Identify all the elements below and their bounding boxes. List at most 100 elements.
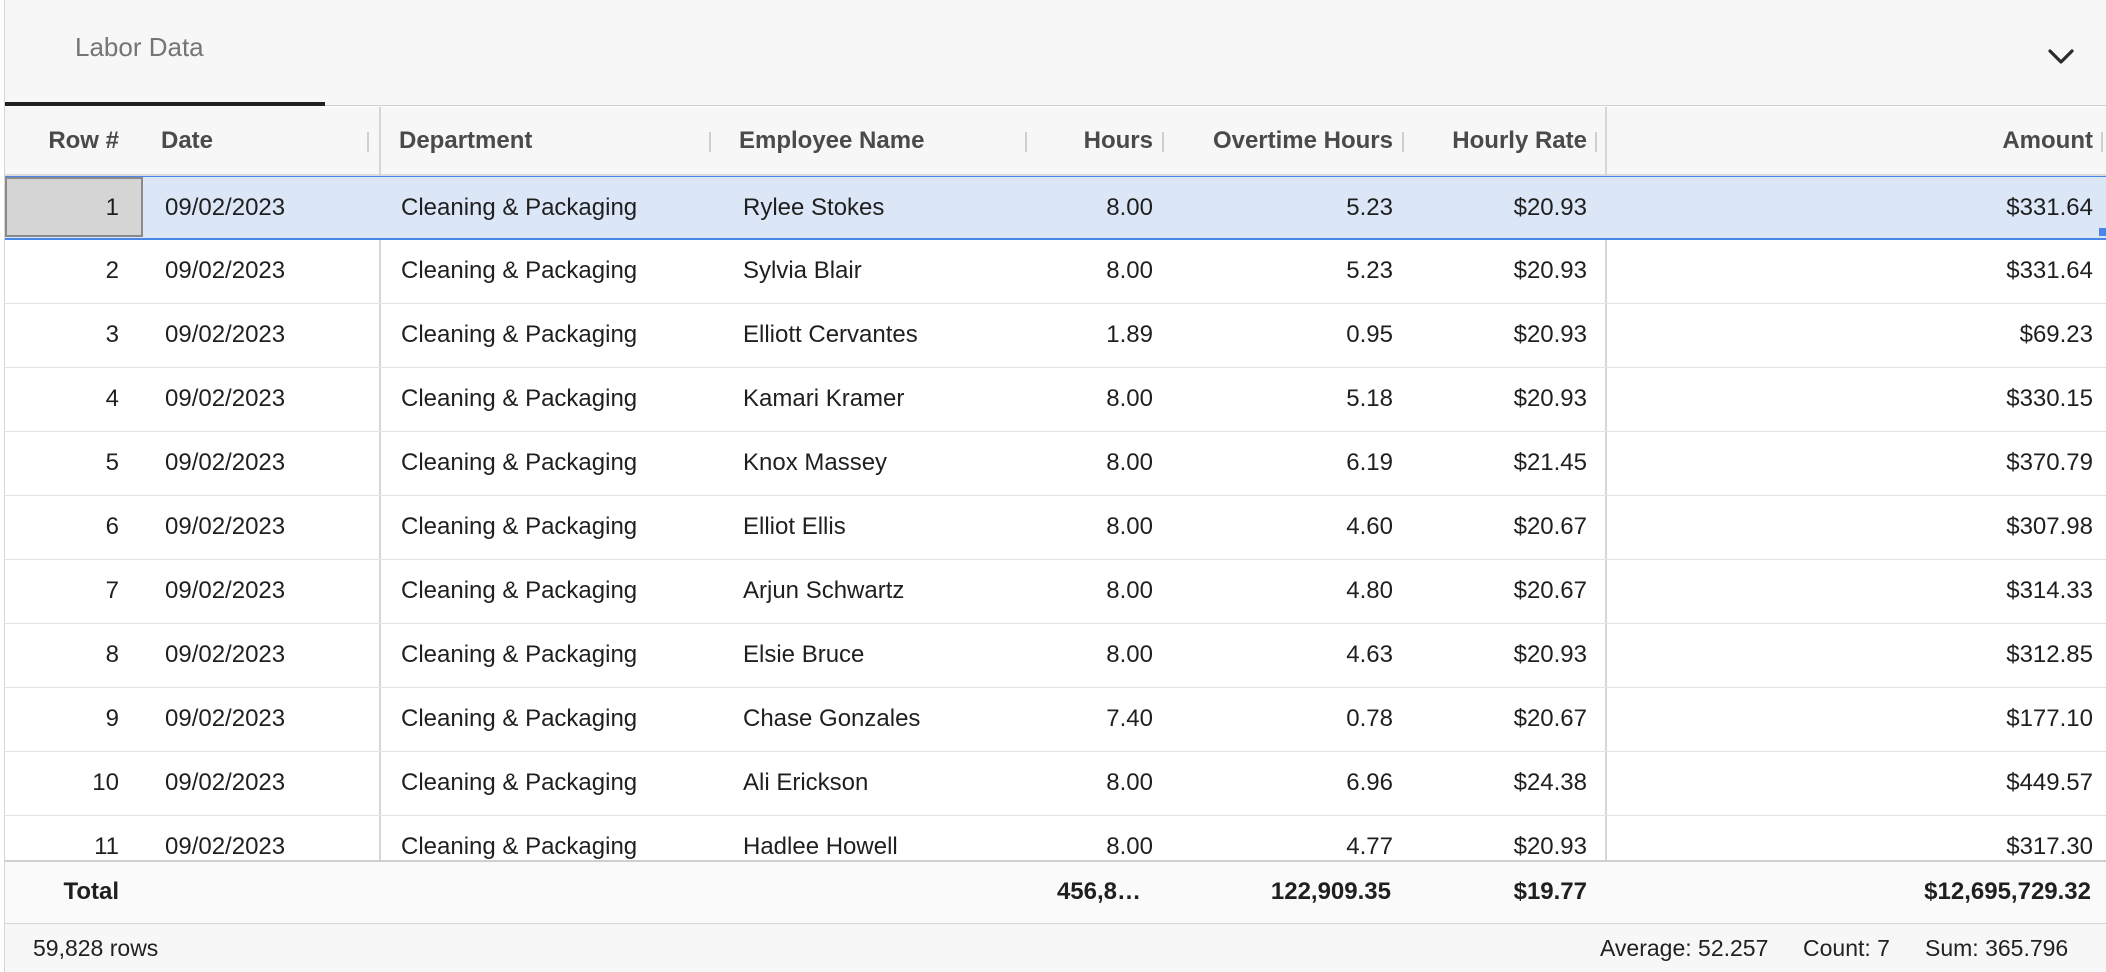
column-header-overtime-hours[interactable]: Overtime Hours (1212, 127, 1393, 154)
employee-name-cell[interactable]: Knox Massey (743, 449, 888, 476)
date-cell[interactable]: 09/02/2023 (165, 513, 286, 540)
column-header-hourly-rate[interactable]: Hourly Rate (1452, 127, 1587, 154)
column-header-hours[interactable]: Hours (1083, 127, 1153, 154)
department-cell[interactable]: Cleaning & Packaging (401, 641, 638, 668)
employee-name-cell[interactable]: Sylvia Blair (743, 257, 862, 284)
hourly-rate-cell[interactable]: $21.45 (1513, 449, 1587, 476)
table-row[interactable]: 11 09/02/2023 Cleaning & Packaging Hadlee H… (5, 816, 2106, 860)
row-number-cell[interactable]: 2 (105, 257, 119, 284)
row-number-cell[interactable]: 3 (105, 321, 119, 348)
employee-name-cell[interactable]: Elliott Cervantes (743, 321, 918, 348)
date-cell[interactable]: 09/02/2023 (165, 194, 286, 221)
amount-cell[interactable]: $69.23 (2019, 321, 2093, 348)
employee-name-cell[interactable]: Elsie Bruce (743, 641, 865, 668)
hours-cell[interactable]: 8.00 (1106, 385, 1153, 412)
column-resize-handle[interactable] (709, 132, 711, 152)
employee-name-cell[interactable]: Elliot Ellis (743, 513, 846, 540)
hourly-rate-cell[interactable]: $24.38 (1513, 769, 1587, 796)
row-number-cell[interactable]: 5 (105, 449, 119, 476)
column-resize-handle[interactable] (1162, 132, 1164, 152)
row-number-cell[interactable]: 11 (94, 833, 119, 860)
column-resize-handle[interactable] (2101, 132, 2103, 152)
column-header-amount[interactable]: Amount (2002, 127, 2093, 154)
overtime-hours-cell[interactable]: 4.60 (1346, 513, 1393, 540)
fill-handle[interactable] (2099, 228, 2106, 236)
hours-cell[interactable]: 8.00 (1106, 641, 1153, 668)
department-cell[interactable]: Cleaning & Packaging (401, 321, 638, 348)
table-row[interactable]: 5 09/02/2023 Cleaning & Packaging Knox Mass… (5, 432, 2106, 496)
table-row[interactable]: 1 09/02/2023 Cleaning & Packaging Rylee Sto… (5, 176, 2106, 240)
hourly-rate-cell[interactable]: $20.93 (1513, 641, 1587, 668)
amount-cell[interactable]: $449.57 (2006, 769, 2093, 796)
column-resize-handle[interactable] (1025, 132, 1027, 152)
collapse-button[interactable] (2041, 36, 2081, 76)
table-row[interactable]: 9 09/02/2023 Cleaning & Packaging Chase Gon… (5, 688, 2106, 752)
employee-name-cell[interactable]: Chase Gonzales (743, 705, 921, 732)
amount-cell[interactable]: $331.64 (2006, 194, 2093, 221)
amount-cell[interactable]: $370.79 (2006, 449, 2093, 476)
hours-cell[interactable]: 8.00 (1106, 257, 1153, 284)
hourly-rate-cell[interactable]: $20.93 (1513, 194, 1587, 221)
overtime-hours-cell[interactable]: 0.95 (1346, 321, 1393, 348)
overtime-hours-cell[interactable]: 0.78 (1346, 705, 1393, 732)
hours-cell[interactable]: 8.00 (1106, 833, 1153, 860)
date-cell[interactable]: 09/02/2023 (165, 705, 286, 732)
employee-name-cell[interactable]: Ali Erickson (743, 769, 869, 796)
department-cell[interactable]: Cleaning & Packaging (401, 577, 638, 604)
hours-cell[interactable]: 8.00 (1106, 449, 1153, 476)
date-cell[interactable]: 09/02/2023 (165, 641, 286, 668)
overtime-hours-cell[interactable]: 5.23 (1346, 257, 1393, 284)
hours-cell[interactable]: 8.00 (1106, 194, 1153, 221)
row-number-cell[interactable]: 4 (105, 385, 119, 412)
column-resize-handle[interactable] (367, 132, 369, 152)
hourly-rate-cell[interactable]: $20.93 (1513, 321, 1587, 348)
hourly-rate-cell[interactable]: $20.93 (1513, 257, 1587, 284)
date-cell[interactable]: 09/02/2023 (165, 385, 286, 412)
hourly-rate-cell[interactable]: $20.93 (1513, 833, 1587, 860)
date-cell[interactable]: 09/02/2023 (165, 449, 286, 476)
date-cell[interactable]: 09/02/2023 (165, 321, 286, 348)
hourly-rate-cell[interactable]: $20.67 (1513, 705, 1587, 732)
table-row[interactable]: 3 09/02/2023 Cleaning & Packaging Elliott C… (5, 304, 2106, 368)
row-number-cell[interactable]: 7 (105, 577, 119, 604)
department-cell[interactable]: Cleaning & Packaging (401, 769, 638, 796)
employee-name-cell[interactable]: Hadlee Howell (743, 833, 898, 860)
row-number-cell[interactable]: 9 (105, 705, 119, 732)
department-cell[interactable]: Cleaning & Packaging (401, 513, 638, 540)
department-cell[interactable]: Cleaning & Packaging (401, 257, 638, 284)
overtime-hours-cell[interactable]: 4.80 (1346, 577, 1393, 604)
table-row[interactable]: 2 09/02/2023 Cleaning & Packaging Sylvia Bl… (5, 240, 2106, 304)
hourly-rate-cell[interactable]: $20.67 (1513, 513, 1587, 540)
amount-cell[interactable]: $307.98 (2006, 513, 2093, 540)
department-cell[interactable]: Cleaning & Packaging (401, 385, 638, 412)
tab-labor-data[interactable]: Labor Data (5, 0, 325, 106)
table-row[interactable]: 10 09/02/2023 Cleaning & Packaging Ali Eric… (5, 752, 2106, 816)
department-cell[interactable]: Cleaning & Packaging (401, 705, 638, 732)
overtime-hours-cell[interactable]: 5.23 (1346, 194, 1393, 221)
hours-cell[interactable]: 8.00 (1106, 577, 1153, 604)
employee-name-cell[interactable]: Kamari Kramer (743, 385, 905, 412)
amount-cell[interactable]: $330.15 (2006, 385, 2093, 412)
overtime-hours-cell[interactable]: 4.63 (1346, 641, 1393, 668)
amount-cell[interactable]: $177.10 (2006, 705, 2093, 732)
overtime-hours-cell[interactable]: 4.77 (1346, 833, 1393, 860)
department-cell[interactable]: Cleaning & Packaging (401, 194, 638, 221)
hours-cell[interactable]: 8.00 (1106, 769, 1153, 796)
row-number-cell[interactable]: 6 (105, 513, 119, 540)
hours-cell[interactable]: 8.00 (1106, 513, 1153, 540)
date-cell[interactable]: 09/02/2023 (165, 833, 286, 860)
column-header-employee-name[interactable]: Employee Name (739, 127, 925, 154)
column-header-date[interactable]: Date (161, 127, 214, 154)
department-cell[interactable]: Cleaning & Packaging (401, 449, 638, 476)
employee-name-cell[interactable]: Rylee Stokes (743, 194, 885, 221)
hourly-rate-cell[interactable]: $20.93 (1513, 385, 1587, 412)
column-header-department[interactable]: Department (399, 127, 533, 154)
department-cell[interactable]: Cleaning & Packaging (401, 833, 638, 860)
table-row[interactable]: 6 09/02/2023 Cleaning & Packaging Elliot El… (5, 496, 2106, 560)
overtime-hours-cell[interactable]: 6.19 (1346, 449, 1393, 476)
overtime-hours-cell[interactable]: 5.18 (1346, 385, 1393, 412)
date-cell[interactable]: 09/02/2023 (165, 577, 286, 604)
table-row[interactable]: 4 09/02/2023 Cleaning & Packaging Kamari Kr… (5, 368, 2106, 432)
column-resize-handle[interactable] (1402, 132, 1404, 152)
column-resize-handle[interactable] (1595, 132, 1597, 152)
